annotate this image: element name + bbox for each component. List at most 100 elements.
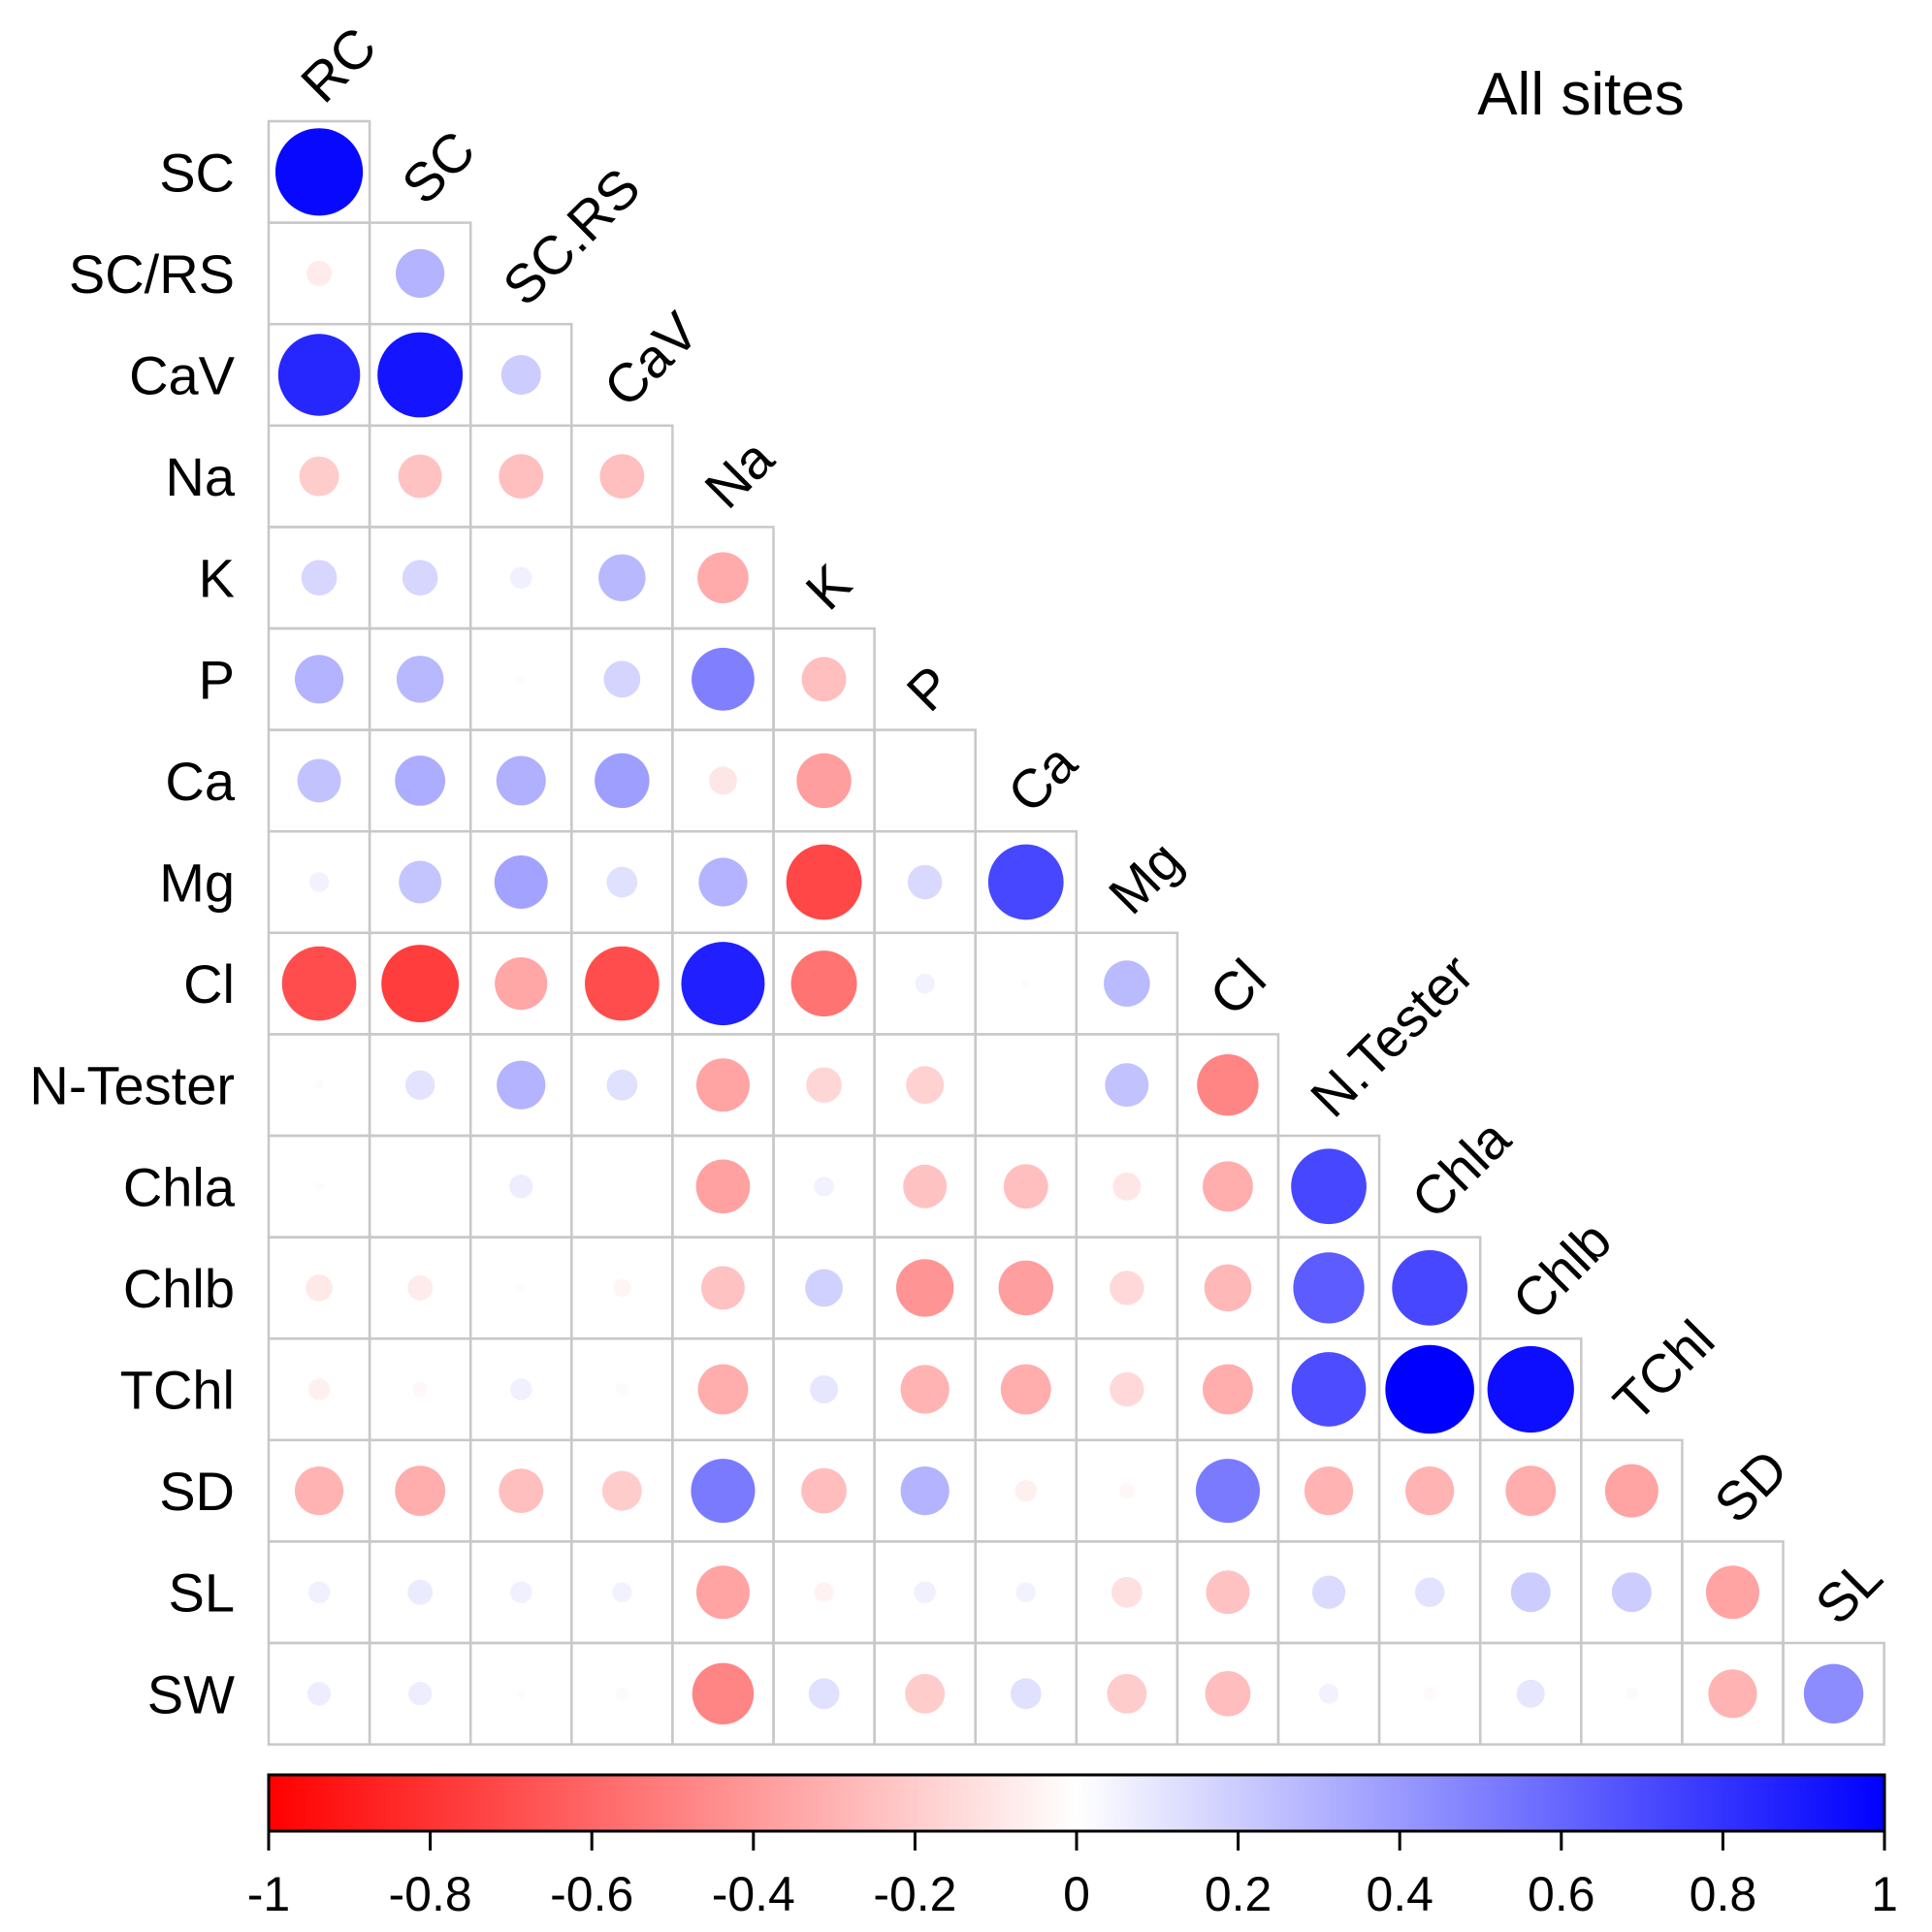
correlation-point xyxy=(1206,1570,1250,1615)
correlation-point xyxy=(398,454,442,499)
colorbar-tick-label: 0.2 xyxy=(1205,1867,1272,1921)
correlation-point xyxy=(895,1259,954,1317)
column-label: Chlb xyxy=(1500,1209,1623,1332)
column-label: P xyxy=(895,654,964,723)
correlation-point xyxy=(613,1278,631,1298)
colorbar-tick-label: 1 xyxy=(1871,1867,1898,1921)
correlation-point xyxy=(294,1466,344,1516)
column-label: Na xyxy=(692,427,786,520)
correlation-point xyxy=(808,1678,840,1710)
correlation-point xyxy=(801,1467,847,1514)
correlation-point xyxy=(301,560,338,596)
correlation-point xyxy=(1311,1575,1346,1609)
correlation-point xyxy=(790,950,857,1017)
correlation-point xyxy=(1414,1577,1445,1607)
correlation-point xyxy=(516,1689,526,1698)
colorbar-tick-label: -0.4 xyxy=(712,1867,795,1921)
correlation-point xyxy=(697,1364,749,1415)
correlation-point xyxy=(796,753,852,809)
correlation-point xyxy=(998,1260,1053,1316)
row-label: Ca xyxy=(165,751,235,812)
correlation-point xyxy=(1487,1345,1574,1433)
correlation-point xyxy=(509,1175,533,1199)
correlation-circles xyxy=(274,128,1864,1725)
correlation-point xyxy=(274,128,364,216)
column-label: SC xyxy=(390,119,487,216)
correlation-point xyxy=(1110,1271,1144,1305)
correlation-point xyxy=(1385,1344,1474,1434)
correlation-point xyxy=(1118,1483,1135,1499)
correlation-point xyxy=(499,1468,544,1514)
correlation-point xyxy=(1516,1679,1545,1708)
correlation-point xyxy=(915,973,935,994)
correlation-point xyxy=(516,674,526,684)
correlation-point xyxy=(307,1581,331,1603)
correlation-point xyxy=(281,946,357,1021)
correlation-point xyxy=(377,332,464,418)
correlation-point xyxy=(692,647,755,711)
correlation-point xyxy=(1803,1663,1864,1724)
correlation-point xyxy=(412,1381,429,1398)
correlation-point xyxy=(1705,1565,1759,1620)
correlation-point xyxy=(701,1266,745,1310)
correlation-point xyxy=(395,1465,446,1517)
correlation-point xyxy=(299,456,339,497)
correlation-point xyxy=(1392,1250,1468,1326)
correlation-point xyxy=(810,1375,839,1403)
grid-cell xyxy=(368,1134,472,1239)
colorbar-tick-label: -0.8 xyxy=(389,1867,472,1921)
correlation-point xyxy=(1304,1466,1354,1516)
grid-cell xyxy=(570,1134,674,1239)
correlation-point xyxy=(914,1581,936,1603)
row-label: SC xyxy=(159,142,235,203)
correlation-point xyxy=(598,554,646,601)
correlation-point xyxy=(1104,960,1150,1007)
colorbar-tick-label: -0.6 xyxy=(550,1867,633,1921)
correlation-point xyxy=(1195,1459,1260,1524)
grid-cell xyxy=(873,728,977,833)
column-label: CaV xyxy=(592,300,710,418)
column-label: Chla xyxy=(1400,1107,1523,1230)
row-label: Cl xyxy=(183,953,235,1014)
correlation-point xyxy=(500,355,541,395)
correlation-point xyxy=(510,1378,532,1401)
correlation-point xyxy=(510,1581,532,1603)
correlation-point xyxy=(1105,1063,1149,1108)
row-label: P xyxy=(199,649,235,710)
correlation-point xyxy=(708,766,737,795)
row-label: Chla xyxy=(123,1156,236,1217)
correlation-point xyxy=(1510,1572,1551,1613)
correlation-point xyxy=(595,753,650,809)
correlation-point xyxy=(306,1682,332,1706)
column-label: Mg xyxy=(1097,829,1194,926)
row-label: K xyxy=(199,548,235,609)
correlation-point xyxy=(606,1069,638,1101)
column-label: SD xyxy=(1702,1437,1799,1534)
column-label: Cl xyxy=(1198,948,1277,1027)
correlation-point xyxy=(1611,1572,1652,1613)
correlation-point xyxy=(907,864,943,900)
row-label: Na xyxy=(165,446,235,507)
correlation-point xyxy=(1204,1264,1252,1312)
correlation-point xyxy=(1293,1252,1365,1324)
column-label: K xyxy=(793,553,862,622)
correlation-point xyxy=(306,260,333,286)
correlation-point xyxy=(606,866,638,898)
correlation-point xyxy=(499,454,544,499)
colorbar-gradient xyxy=(267,1773,1886,1833)
row-label: SW xyxy=(147,1663,235,1724)
correlation-point xyxy=(681,942,765,1026)
correlation-point xyxy=(399,860,442,904)
column-label: SL xyxy=(1803,1546,1893,1636)
correlation-point xyxy=(1003,1164,1048,1209)
correlation-point xyxy=(987,844,1064,920)
correlation-point xyxy=(404,1070,435,1100)
correlation-point xyxy=(396,248,445,298)
grid-cell xyxy=(974,1033,1079,1138)
correlation-point xyxy=(297,758,341,803)
colorbar-tick-label: 0.4 xyxy=(1366,1867,1433,1921)
correlation-point xyxy=(308,872,330,892)
correlation-point xyxy=(906,1066,945,1105)
correlation-point xyxy=(497,1060,546,1110)
